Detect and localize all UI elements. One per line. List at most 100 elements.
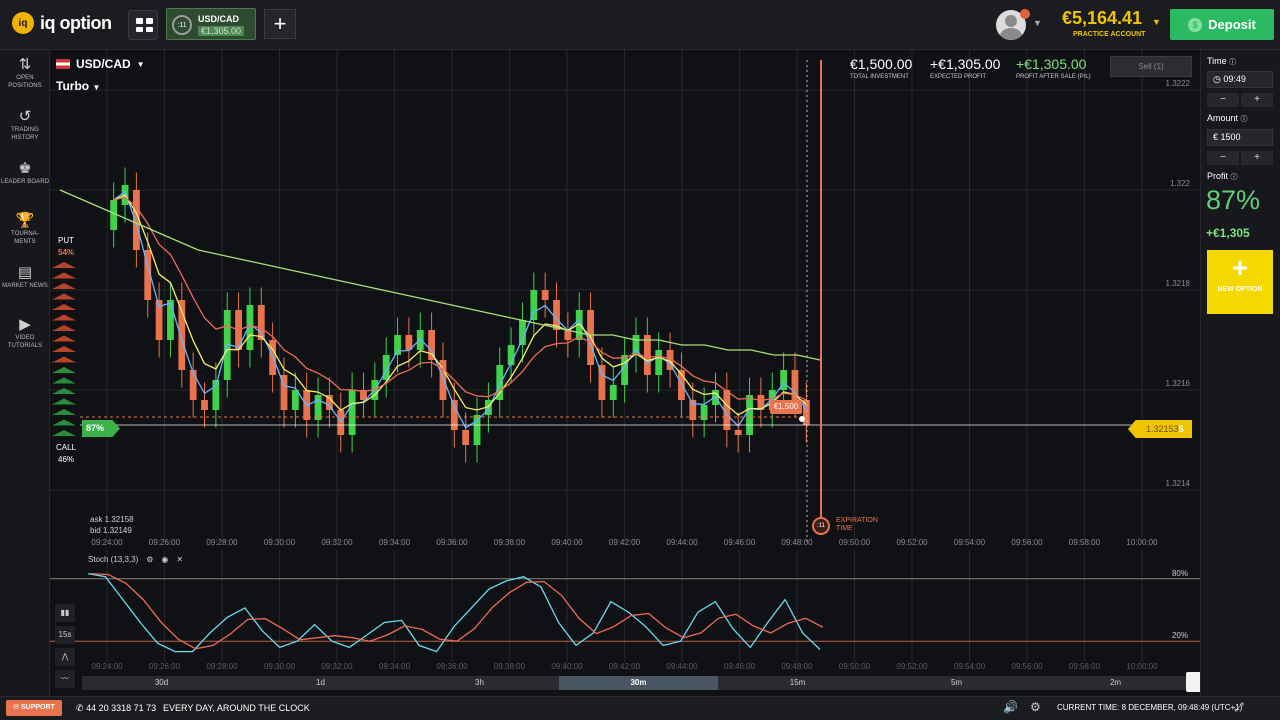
- deposit-button[interactable]: $ Deposit: [1170, 9, 1274, 40]
- candle-time-button[interactable]: 15s: [55, 626, 75, 644]
- chevron-down-icon[interactable]: ▼: [1152, 17, 1161, 27]
- sentiment-arrow: [52, 356, 76, 363]
- close-icon[interactable]: ✕: [176, 555, 184, 564]
- add-tab-button[interactable]: +: [264, 9, 296, 39]
- sidebar-item-leaderboard[interactable]: ♚ LEADER BOARD: [0, 160, 50, 186]
- sidebar-item-label: VIDEO TUTORIALS: [7, 335, 43, 349]
- x-tick-label: 09:42:00: [609, 662, 641, 671]
- candle: [791, 370, 799, 400]
- timeframe-3h[interactable]: 3h: [475, 678, 484, 687]
- timeframe-30d[interactable]: 30d: [154, 678, 169, 687]
- timeframe-1d[interactable]: 1d: [316, 678, 325, 687]
- x-tick-label: 09:48:00: [781, 538, 813, 547]
- flag-icon: [56, 59, 70, 69]
- support-slogan: EVERY DAY, AROUND THE CLOCK: [163, 703, 310, 713]
- candle: [212, 380, 220, 410]
- timeframe-30m[interactable]: 30m: [559, 676, 718, 690]
- candle: [257, 305, 265, 340]
- x-tick-label: 09:56:00: [1011, 662, 1043, 671]
- account-balance[interactable]: €5,164.41: [1062, 8, 1143, 28]
- tab-asset-name: USD/CAD: [198, 14, 240, 24]
- candle: [564, 330, 572, 340]
- timeframe-2m[interactable]: 2m: [1109, 678, 1122, 687]
- current-price: 1.32153: [1146, 424, 1179, 434]
- sidebar-item-play[interactable]: ▶ VIDEO TUTORIALS: [0, 316, 50, 350]
- x-tick-label: 09:54:00: [954, 538, 986, 547]
- all-assets-button[interactable]: [128, 10, 158, 40]
- draw-icon[interactable]: ⋀: [55, 648, 75, 666]
- chart-type-icon[interactable]: ▮▮: [55, 604, 75, 622]
- moving-average-line: [113, 196, 807, 402]
- time-field[interactable]: ◷ 09:49: [1207, 71, 1273, 88]
- x-tick-label: 09:58:00: [1069, 538, 1101, 547]
- amount-minus-button[interactable]: −: [1207, 151, 1239, 165]
- timeframe-15m[interactable]: 15m: [789, 678, 806, 687]
- trade-marker[interactable]: €1,500: [770, 400, 802, 414]
- support-phone[interactable]: ✆ 44 20 3318 71 73: [76, 703, 157, 713]
- time-plus-button[interactable]: +: [1241, 93, 1273, 107]
- amount-field[interactable]: € 1500: [1207, 129, 1273, 146]
- sidebar-item-news[interactable]: ▤ MARKET NEWS: [0, 264, 50, 290]
- time-stepper: − +: [1207, 93, 1273, 107]
- candle: [598, 365, 606, 400]
- candle: [609, 385, 617, 400]
- trophy-icon: 🏆: [15, 212, 35, 229]
- total-investment-label: TOTAL INVESTMENT: [850, 74, 909, 80]
- gear-icon[interactable]: ⚙: [146, 555, 154, 564]
- volume-icon[interactable]: 🔊: [1003, 700, 1018, 714]
- current-price-suffix: 5: [1178, 424, 1184, 434]
- candle: [643, 335, 651, 375]
- option-type-selector[interactable]: Turbo ▼: [56, 79, 100, 93]
- candle: [314, 395, 322, 420]
- price-chart[interactable]: 09:24:00 09:26:00 09:28:00 09:30:00 09:32:00…: [50, 50, 1200, 550]
- y-tick-label: 1.3216: [1166, 379, 1191, 388]
- candle: [155, 300, 163, 340]
- candle: [541, 290, 549, 300]
- x-tick-label: 09:40:00: [551, 662, 583, 671]
- settings-icon[interactable]: ⚙: [1030, 700, 1041, 714]
- plus-icon: +: [1231, 252, 1249, 283]
- overbought-label: 80%: [1172, 569, 1188, 578]
- candle: [575, 310, 583, 340]
- phone-icon: ✆: [76, 703, 84, 713]
- chart-canvas[interactable]: 09:24:00 09:26:00 09:28:00 09:30:00 09:32:00…: [50, 50, 1200, 550]
- timeframe-5m[interactable]: 5m: [950, 678, 963, 687]
- y-tick-label: 1.3222: [1166, 79, 1191, 88]
- x-tick-label: 09:36:00: [436, 662, 468, 671]
- sentiment-arrow: [52, 325, 76, 331]
- x-tick-label: 10:00:00: [1126, 538, 1158, 547]
- sidebar-item-trophy[interactable]: 🏆 TOURNA- MENTS: [0, 212, 50, 246]
- asset-tab-usdcad[interactable]: :11 USD/CAD €1,305.00: [166, 8, 256, 40]
- logo-icon: iq: [12, 12, 34, 34]
- profit-after-sale: +€1,305.00 PROFIT AFTER SALE (P/L): [1016, 56, 1096, 81]
- x-tick-label: 09:30:00: [264, 538, 296, 547]
- x-tick-label: 09:54:00: [954, 662, 986, 671]
- stochastic-panel: 09:24:00 09:26:00 09:28:00 09:30:00 09:32:00…: [50, 550, 1200, 674]
- tab-timer: :11: [172, 15, 192, 35]
- call-label: CALL: [56, 443, 77, 452]
- asset-selector[interactable]: USD/CAD ▼: [56, 57, 145, 71]
- profit-percent: 87%: [1206, 185, 1261, 215]
- x-tick-label: 09:32:00: [321, 662, 353, 671]
- sidebar-item-open-positions[interactable]: ⇅ OPEN POSITIONS: [0, 56, 50, 90]
- sidebar-item-history[interactable]: ↺ TRADING HISTORY: [0, 108, 50, 142]
- info-icon: ⓘ: [1240, 116, 1248, 123]
- profit-label: Profit ⓘ: [1207, 171, 1238, 181]
- time-minus-button[interactable]: −: [1207, 93, 1239, 107]
- eye-icon[interactable]: ◉: [161, 555, 169, 564]
- candle: [189, 370, 197, 400]
- notification-badge: [1020, 9, 1030, 19]
- sidebar-item-label: LEADER BOARD: [0, 179, 50, 185]
- profit-after-sale-label: PROFIT AFTER SALE (P/L): [1016, 74, 1091, 80]
- sell-button[interactable]: Sell (1): [1110, 56, 1192, 77]
- chevron-down-icon[interactable]: ▼: [1033, 18, 1042, 28]
- coin-icon: $: [1188, 17, 1203, 32]
- new-option-button[interactable]: + NEW OPTION: [1207, 250, 1273, 314]
- fullscreen-icon[interactable]: ⤢: [1234, 700, 1244, 714]
- stochastic-header: Stoch (13,3,3) ⚙ ◉ ✕: [88, 555, 183, 564]
- brand-logo[interactable]: iq iq option: [12, 12, 112, 34]
- support-button[interactable]: ✉ SUPPORT: [6, 700, 62, 716]
- ask-bid: ask 1.32158 bid 1.32149: [90, 514, 134, 536]
- indicator-icon[interactable]: 〰: [55, 670, 75, 688]
- amount-plus-button[interactable]: +: [1241, 151, 1273, 165]
